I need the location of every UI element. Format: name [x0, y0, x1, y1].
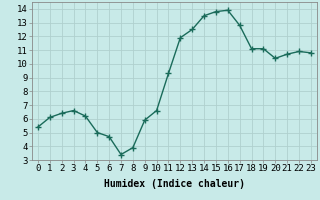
X-axis label: Humidex (Indice chaleur): Humidex (Indice chaleur): [104, 179, 245, 189]
